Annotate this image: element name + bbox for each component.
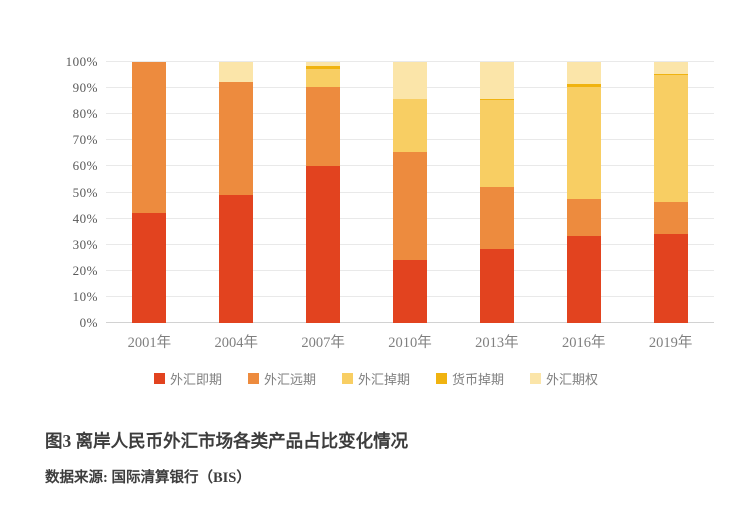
y-tick-label-70: 70% xyxy=(72,132,98,148)
bar-segment-currency-swap-4 xyxy=(479,98,514,100)
y-tick-label-80: 80% xyxy=(72,106,98,122)
bar-segment-fx-forward-0 xyxy=(132,62,167,214)
legend-label: 货币掉期 xyxy=(452,372,505,387)
legend-label: 外汇远期 xyxy=(263,372,316,387)
bar-segment-fx-spot-2 xyxy=(306,166,341,323)
bar-segment-fx-spot-0 xyxy=(132,213,167,323)
stacked-bar-6 xyxy=(653,62,688,323)
bar-slot-4 xyxy=(453,62,540,323)
data-source: 数据来源: 国际清算银行（BIS） xyxy=(45,470,251,486)
legend-label: 外汇期权 xyxy=(546,372,599,387)
bar-segment-fx-swap-2 xyxy=(306,68,341,87)
y-tick-label-20: 20% xyxy=(72,262,98,278)
bar-segment-fx-swap-4 xyxy=(479,99,514,188)
bar-segment-fx-spot-6 xyxy=(653,234,688,323)
bar-segment-fx-forward-3 xyxy=(393,152,427,261)
bar-slot-0 xyxy=(106,62,193,323)
bar-slot-6 xyxy=(627,62,714,323)
legend-label: 外汇掉期 xyxy=(357,372,410,387)
bar-slot-1 xyxy=(193,62,280,323)
x-axis: 2001年 2004年 2007年 2010年 2013年 2016年 2019年 xyxy=(106,331,714,352)
legend-item-fx-swap: 外汇掉期 xyxy=(341,369,410,388)
y-tick-label-90: 90% xyxy=(72,80,98,96)
bar-segment-fx-swap-3 xyxy=(393,98,427,153)
y-tick-label-0: 0% xyxy=(79,315,98,330)
y-tick-label-10: 10% xyxy=(72,288,98,304)
x-tick-label-2: 2007年 xyxy=(301,335,345,351)
x-tick-label-6: 2019年 xyxy=(648,335,693,351)
y-tick-label-100: 100% xyxy=(65,54,98,69)
legend-swatch-icon xyxy=(341,373,353,384)
y-axis: 0% 10% 20% 30% 40% 50% 60% 70% 80% 90% 100% xyxy=(0,54,98,330)
bar-segment-fx-forward-6 xyxy=(653,201,688,235)
legend-swatch-icon xyxy=(530,373,542,384)
bar-segment-fx-spot-1 xyxy=(219,195,254,323)
bars xyxy=(106,62,714,323)
legend-item-fx-spot: 外汇即期 xyxy=(153,369,222,388)
stacked-bar-4 xyxy=(479,62,514,323)
stacked-bar-3 xyxy=(393,62,427,323)
figure-caption: 图3 离岸人民币外汇市场各类产品占比变化情况 xyxy=(45,431,409,451)
bar-segment-fx-forward-4 xyxy=(479,187,514,249)
x-tick-label-1: 2004年 xyxy=(214,335,259,351)
y-tick-label-30: 30% xyxy=(72,236,98,252)
y-tick-label-50: 50% xyxy=(72,184,98,200)
stacked-bar-1 xyxy=(219,62,254,323)
bar-segment-fx-swap-5 xyxy=(566,86,601,200)
stacked-bar-2 xyxy=(306,62,341,323)
bar-segment-fx-option-4 xyxy=(479,62,514,99)
x-tick-label-4: 2013年 xyxy=(475,335,519,351)
gridline-100 xyxy=(106,61,714,62)
bar-segment-fx-option-3 xyxy=(393,62,427,99)
bar-segment-fx-forward-2 xyxy=(306,86,341,167)
legend-swatch-icon xyxy=(153,373,165,384)
bar-segment-fx-forward-1 xyxy=(219,81,254,196)
y-tick-label-40: 40% xyxy=(72,210,98,226)
bar-segment-fx-option-2 xyxy=(306,62,341,66)
stacked-bar-5 xyxy=(566,62,601,323)
x-tick-label-5: 2016年 xyxy=(561,335,606,351)
bar-segment-fx-spot-5 xyxy=(566,235,601,323)
legend-swatch-icon xyxy=(436,373,447,384)
bar-segment-currency-swap-6 xyxy=(653,73,688,76)
bar-segment-currency-swap-5 xyxy=(566,84,601,87)
bar-segment-fx-option-6 xyxy=(653,62,688,74)
bar-slot-3 xyxy=(367,62,454,323)
bar-slot-5 xyxy=(540,62,627,323)
y-tick-label-60: 60% xyxy=(72,158,98,174)
bar-segment-currency-swap-2 xyxy=(306,65,341,69)
plot-area xyxy=(106,61,714,323)
bar-slot-2 xyxy=(280,62,367,323)
x-tick-label-3: 2010年 xyxy=(388,335,432,351)
legend-item-fx-forward: 外汇远期 xyxy=(247,369,316,388)
bar-segment-fx-option-5 xyxy=(566,62,601,85)
bar-segment-fx-forward-5 xyxy=(566,199,601,236)
stacked-bar-0 xyxy=(132,62,167,323)
chart-legend: 外汇即期 外汇远期 外汇掉期 货币掉期 外汇期权 xyxy=(0,369,752,388)
legend-item-fx-option: 外汇期权 xyxy=(530,369,598,388)
legend-label: 外汇即期 xyxy=(169,372,222,387)
bar-segment-fx-swap-6 xyxy=(653,75,688,202)
legend-item-currency-swap: 货币掉期 xyxy=(436,369,504,388)
bar-segment-fx-option-1 xyxy=(219,62,254,82)
bar-segment-fx-spot-3 xyxy=(393,260,427,323)
x-tick-label-0: 2001年 xyxy=(127,335,172,351)
bar-segment-fx-spot-4 xyxy=(479,248,514,323)
legend-swatch-icon xyxy=(247,373,259,384)
